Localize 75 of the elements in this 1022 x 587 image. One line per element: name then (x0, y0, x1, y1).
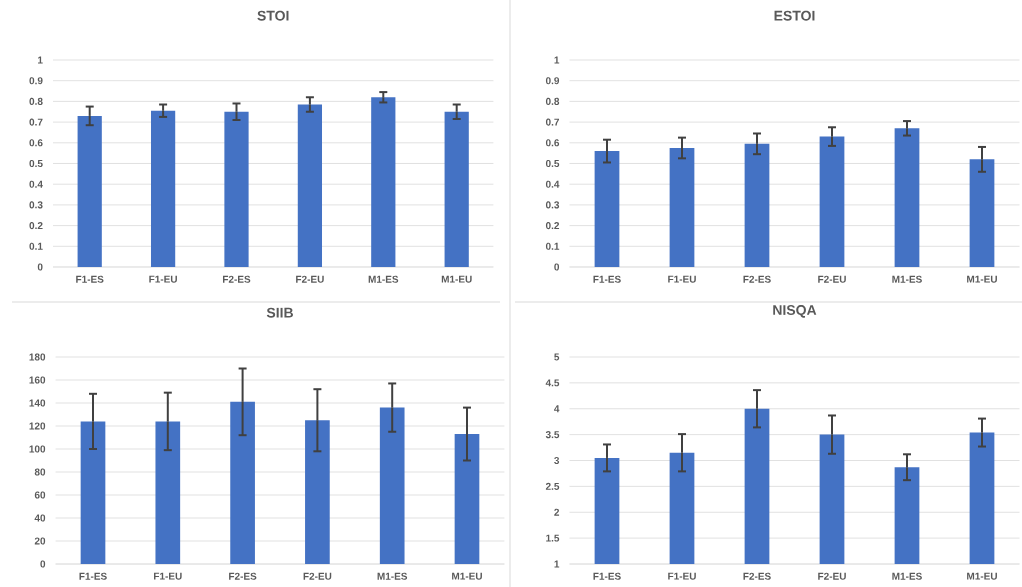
x-tick-label: F2-ES (743, 275, 771, 283)
x-tick-label: M1-ES (892, 572, 922, 580)
y-tick-label: 0.5 (545, 159, 560, 168)
y-tick-label: 5 (554, 353, 560, 361)
chart-title: STOI (257, 10, 289, 21)
chart-title: NISQA (773, 305, 817, 318)
y-tick-label: 3 (554, 456, 560, 465)
y-tick-label: 0.8 (29, 97, 43, 105)
x-tick-label: F1-ES (593, 572, 621, 580)
y-tick-label: 100 (29, 445, 46, 453)
x-tick-label: F1-EU (668, 275, 696, 283)
x-tick-label: M1-EU (967, 572, 997, 580)
x-tick-label: F2-EU (818, 572, 846, 580)
y-tick-label: 0.9 (545, 77, 560, 85)
x-tick-label: F2-ES (743, 572, 771, 580)
y-tick-label: 0.2 (29, 222, 43, 230)
y-tick-label: 0.4 (29, 180, 43, 188)
bar (669, 147, 695, 267)
chart-title: ESTOI (774, 10, 815, 21)
x-tick-label: F2-ES (223, 275, 251, 283)
x-tick-label: M1-ES (892, 275, 922, 283)
x-tick-label: M1-ES (368, 275, 399, 283)
bar (819, 136, 845, 267)
bar (969, 159, 995, 267)
y-tick-label: 40 (34, 514, 46, 522)
x-tick-label: F1-EU (154, 572, 182, 580)
y-tick-label: 0.4 (545, 180, 560, 188)
x-tick-label: F1-EU (149, 275, 177, 283)
y-tick-label: 80 (34, 468, 46, 476)
y-tick-label: 4 (554, 405, 560, 413)
x-tick-label: M1-EU (441, 275, 472, 283)
y-tick-label: 1 (554, 56, 560, 64)
chart-title: SIIB (266, 307, 293, 318)
y-tick-label: 1 (554, 560, 560, 568)
y-tick-label: 1.5 (546, 534, 560, 542)
bar (894, 128, 920, 267)
y-tick-label: 0.7 (545, 118, 560, 126)
y-tick-label: 140 (29, 399, 46, 407)
y-tick-label: 3.5 (545, 431, 560, 439)
y-tick-label: 0.9 (29, 77, 43, 85)
y-tick-label: 120 (29, 422, 46, 430)
x-tick-label: F2-ES (229, 572, 257, 580)
y-tick-label: 2.5 (545, 482, 560, 490)
x-tick-label: M1-ES (377, 572, 408, 580)
x-tick-label: F1-EU (668, 572, 696, 580)
x-tick-label: F1-ES (593, 275, 621, 283)
y-tick-label: 0.7 (29, 118, 43, 126)
y-tick-label: 0 (37, 263, 43, 271)
y-tick-label: 0.3 (545, 201, 560, 209)
y-tick-label: 0.6 (29, 139, 43, 147)
y-tick-label: 0.6 (545, 139, 560, 147)
y-tick-label: 0.1 (545, 242, 560, 250)
y-tick-label: 4.5 (545, 379, 560, 387)
bar (744, 143, 770, 267)
x-tick-label: F2-EU (296, 275, 324, 283)
y-tick-label: 2 (554, 508, 560, 516)
y-tick-label: 160 (29, 376, 46, 384)
x-tick-label: F2-EU (818, 275, 846, 283)
y-tick-label: 0.5 (29, 159, 43, 168)
x-tick-label: F2-EU (303, 572, 332, 580)
x-tick-label: M1-EU (967, 275, 997, 283)
y-tick-label: 60 (34, 491, 46, 499)
x-tick-label: F1-ES (79, 572, 107, 580)
y-tick-label: 0 (554, 263, 560, 271)
y-tick-label: 0.8 (545, 97, 560, 105)
y-tick-label: 1 (38, 56, 43, 64)
y-tick-label: 0 (40, 560, 46, 568)
y-tick-label: 0.1 (29, 242, 43, 250)
y-tick-label: 0.3 (29, 201, 43, 209)
x-tick-label: M1-EU (452, 572, 482, 580)
y-tick-label: 180 (29, 353, 46, 361)
y-tick-label: 0.2 (545, 222, 560, 230)
bar (594, 151, 620, 267)
y-tick-label: 20 (34, 537, 46, 545)
x-tick-label: F1-ES (76, 275, 104, 283)
